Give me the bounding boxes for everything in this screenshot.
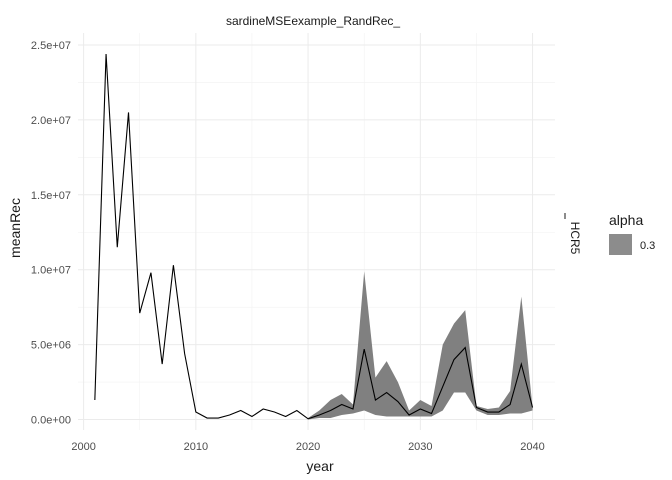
y-tick-label: 2.0e+07 — [31, 115, 71, 127]
y-tick-label: 1.0e+07 — [31, 265, 71, 277]
x-tick-label: 2020 — [296, 441, 320, 453]
confidence-ribbon — [308, 271, 533, 420]
x-tick-label: 2000 — [71, 441, 95, 453]
plot-panel — [78, 33, 555, 430]
legend: alpha 0.3 — [609, 212, 655, 255]
legend-entry-label: 0.3 — [640, 240, 655, 252]
x-tick-label: 2010 — [184, 441, 208, 453]
grid-major — [78, 33, 555, 430]
y-tick-label: 2.5e+07 — [31, 40, 71, 52]
y-tick-label: 5.0e+06 — [31, 340, 71, 352]
legend-key-swatch — [609, 234, 632, 255]
y-axis-ticks: 0.0e+00 5.0e+06 1.0e+07 1.5e+07 2.0e+07 2.5e+… — [31, 40, 71, 427]
mean-rec-line — [94, 53, 534, 420]
y-tick-label: 0.0e+00 — [31, 415, 71, 427]
y-tick-label: 1.5e+07 — [31, 190, 71, 202]
x-axis-title: year — [306, 458, 334, 474]
chart-title: sardineMSEexample_RandRec_ — [226, 14, 400, 28]
x-tick-label: 2040 — [520, 441, 544, 453]
y-axis-title: meanRec — [7, 198, 23, 258]
grid-minor — [78, 33, 555, 430]
legend-title: alpha — [609, 212, 643, 228]
x-axis-ticks: 2000 2010 2020 2030 2040 — [71, 441, 544, 453]
x-tick-label: 2030 — [408, 441, 432, 453]
facet-strip-label: HCR5 — [568, 222, 582, 255]
